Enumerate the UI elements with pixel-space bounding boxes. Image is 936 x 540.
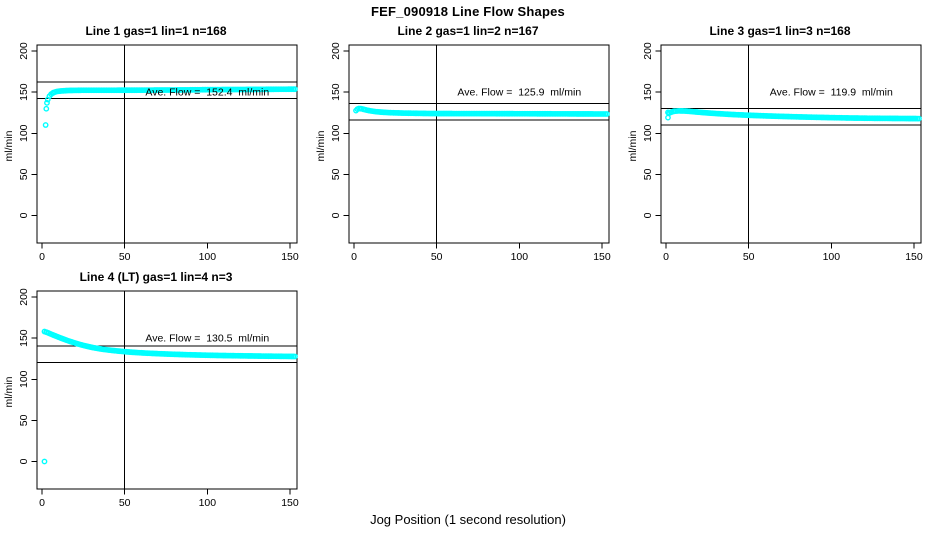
x-tick-label: 0 <box>39 251 45 263</box>
plot-box <box>348 44 610 244</box>
data-point <box>916 115 922 122</box>
x-tick-label: 0 <box>663 251 669 263</box>
y-tick-label: 200 <box>18 42 30 60</box>
x-tick-label: 50 <box>119 497 131 509</box>
subplot-line-3: 0 50 100 150 0 50 100 150 200 ml/min Ave. Flow = 1… <box>624 22 936 268</box>
y-tick-label: 100 <box>330 124 342 142</box>
x-tick-label: 150 <box>281 251 299 263</box>
y-tick-label: 150 <box>18 329 30 347</box>
data-point <box>292 86 298 93</box>
subplot-title-line-1: Line 1 gas=1 lin=1 n=168 <box>85 24 227 38</box>
y-tick-label: 100 <box>642 124 654 142</box>
data-point-outlier <box>42 122 49 128</box>
subplot-title-line-2: Line 2 gas=1 lin=2 n=167 <box>397 24 539 38</box>
x-tick-label: 0 <box>351 251 357 263</box>
ave-flow-annotation: Ave. Flow = 130.5 ml/min <box>145 333 269 345</box>
data-point <box>604 111 610 117</box>
ave-flow-annotation: Ave. Flow = 125.9 ml/min <box>457 87 581 99</box>
x-tick-label: 50 <box>431 251 443 263</box>
y-axis-label: ml/min <box>3 130 15 161</box>
plot-canvas-line-2: 0 50 100 150 0 50 100 150 200 ml/min Ave. Flow = 1… <box>315 42 611 263</box>
plot-box <box>660 44 922 244</box>
x-tick-label: 100 <box>511 251 529 263</box>
page-title: FEF_090918 Line Flow Shapes <box>371 4 565 19</box>
x-tick-label: 150 <box>281 497 299 509</box>
x-tick-label: 50 <box>743 251 755 263</box>
y-tick-label: 50 <box>330 168 342 180</box>
x-tick-label: 50 <box>119 251 131 263</box>
y-tick-label: 100 <box>18 124 30 142</box>
subplot-line-1: 0 50 100 150 0 50 100 150 200 ml/min Ave. Flow = 1… <box>0 22 312 268</box>
data-point-outlier <box>41 458 48 465</box>
subplot-line-4: 0 50 100 150 0 50 100 150 200 ml/min Ave. Flow = 1… <box>0 268 312 514</box>
data-point-outlier <box>43 105 50 112</box>
y-tick-label: 150 <box>330 83 342 101</box>
y-tick-label: 200 <box>330 42 342 60</box>
data-point-outlier <box>665 109 671 116</box>
x-tick-label: 150 <box>593 251 611 263</box>
plot-canvas-line-3: 0 50 100 150 0 50 100 150 200 ml/min Ave. Flow = 1… <box>627 42 923 263</box>
y-tick-label: 50 <box>18 414 30 426</box>
ave-flow-annotation: Ave. Flow = 152.4 ml/min <box>145 87 269 99</box>
subplot-title-line-4: Line 4 (LT) gas=1 lin=4 n=3 <box>79 270 233 284</box>
y-tick-label: 50 <box>642 168 654 180</box>
y-tick-label: 50 <box>18 168 30 180</box>
x-axis-overall-label: Jog Position (1 second resolution) <box>370 512 566 527</box>
y-axis-label: ml/min <box>315 130 327 161</box>
ave-flow-annotation: Ave. Flow = 119.9 ml/min <box>770 87 893 99</box>
y-tick-label: 0 <box>330 212 342 218</box>
x-tick-label: 150 <box>905 251 923 263</box>
y-axis-label: ml/min <box>627 130 639 161</box>
y-tick-label: 100 <box>18 370 30 388</box>
y-tick-label: 150 <box>642 83 654 101</box>
plot-canvas-line-4: 0 50 100 150 0 50 100 150 200 ml/min Ave. Flow = 1… <box>3 288 299 509</box>
y-tick-label: 200 <box>18 288 30 306</box>
data-point-outlier <box>665 114 671 121</box>
data-point-outlier <box>44 99 50 106</box>
plot-canvas-line-1: 0 50 100 150 0 50 100 150 200 ml/min Ave. Flow = 1… <box>3 42 299 263</box>
x-tick-label: 0 <box>39 497 45 509</box>
x-tick-label: 100 <box>199 251 217 263</box>
y-tick-label: 0 <box>18 212 30 218</box>
y-axis-label: ml/min <box>3 376 15 407</box>
y-tick-label: 0 <box>642 212 654 218</box>
plot-box <box>36 44 298 244</box>
y-tick-label: 200 <box>642 42 654 60</box>
x-tick-label: 100 <box>823 251 841 263</box>
y-tick-label: 150 <box>18 83 30 101</box>
y-tick-label: 0 <box>18 458 30 464</box>
subplot-title-line-3: Line 3 gas=1 lin=3 n=168 <box>709 24 851 38</box>
x-tick-label: 100 <box>199 497 217 509</box>
subplot-line-2: 0 50 100 150 0 50 100 150 200 ml/min Ave. Flow = 1… <box>312 22 624 268</box>
data-point <box>292 353 298 360</box>
plot-box <box>36 290 298 490</box>
